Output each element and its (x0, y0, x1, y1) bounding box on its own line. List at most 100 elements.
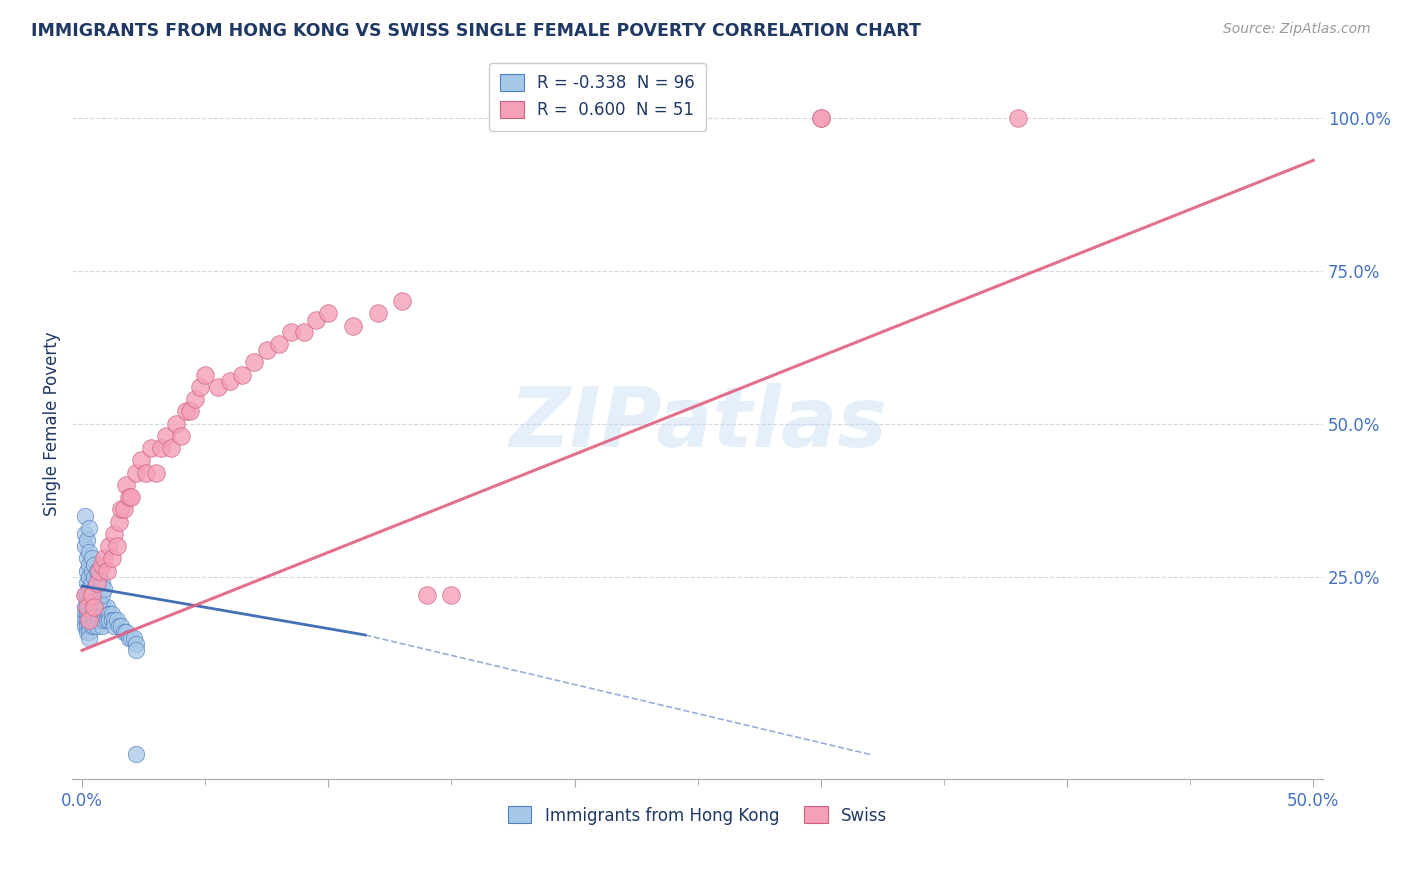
Point (73, 619, 96, 633)
Point (89, 600, 111, 615)
Legend: Immigrants from Hong Kong, Swiss: Immigrants from Hong Kong, Swiss (498, 797, 897, 835)
Point (90, 588, 112, 602)
Point (76, 588, 98, 602)
Point (86, 613, 108, 627)
Point (76, 600, 98, 615)
Point (86, 576, 108, 591)
Point (174, 404, 197, 418)
Point (73, 613, 96, 627)
Point (93, 600, 115, 615)
Point (79, 613, 101, 627)
Point (125, 637, 148, 651)
Point (86, 588, 108, 602)
Point (96, 613, 118, 627)
Point (188, 380, 211, 394)
Point (89, 594, 111, 608)
Point (125, 643, 148, 657)
Point (207, 380, 229, 394)
Point (155, 429, 177, 443)
Point (135, 466, 157, 480)
Point (83, 582, 105, 596)
Point (118, 490, 141, 504)
Point (79, 607, 101, 621)
Point (179, 404, 201, 418)
Point (80, 551, 103, 566)
Point (86, 600, 108, 615)
Point (267, 337, 290, 351)
Point (73, 607, 96, 621)
Point (83, 594, 105, 608)
Point (90, 607, 112, 621)
Point (98, 607, 121, 621)
Text: Source: ZipAtlas.com: Source: ZipAtlas.com (1223, 22, 1371, 37)
Y-axis label: Single Female Poverty: Single Female Poverty (44, 332, 60, 516)
Point (76, 576, 98, 591)
Point (115, 478, 138, 492)
Point (110, 502, 132, 516)
Point (79, 594, 101, 608)
Point (98, 539, 121, 553)
Point (79, 600, 101, 615)
Point (125, 747, 148, 762)
Point (76, 564, 98, 578)
Point (76, 600, 98, 615)
Point (83, 600, 105, 615)
Point (83, 558, 105, 572)
Point (125, 466, 148, 480)
Point (90, 613, 112, 627)
Point (110, 619, 132, 633)
Point (80, 619, 103, 633)
Point (86, 564, 108, 578)
Point (73, 588, 96, 602)
Point (86, 607, 108, 621)
Point (112, 502, 135, 516)
Point (416, 588, 439, 602)
Point (89, 594, 111, 608)
Point (98, 613, 121, 627)
Point (80, 594, 103, 608)
Point (103, 619, 125, 633)
Point (73, 600, 96, 615)
Point (80, 582, 103, 596)
Point (93, 582, 115, 596)
Point (89, 607, 111, 621)
Point (86, 594, 108, 608)
Point (108, 619, 131, 633)
Point (440, 588, 463, 602)
Point (96, 607, 118, 621)
Point (80, 613, 103, 627)
Point (73, 508, 96, 523)
Point (115, 624, 138, 639)
Point (96, 600, 118, 615)
Point (93, 607, 115, 621)
Point (79, 570, 101, 584)
Point (243, 355, 266, 369)
Point (112, 624, 135, 639)
Point (145, 466, 167, 480)
Point (305, 312, 328, 326)
Point (292, 325, 315, 339)
Point (76, 594, 98, 608)
Point (79, 588, 101, 602)
Point (810, 111, 832, 125)
Point (80, 564, 103, 578)
Point (73, 588, 96, 602)
Point (80, 588, 103, 602)
Point (231, 368, 253, 382)
Point (122, 631, 145, 645)
Point (76, 533, 98, 547)
Point (80, 576, 103, 591)
Point (83, 619, 105, 633)
Point (80, 600, 103, 615)
Point (103, 613, 125, 627)
Point (86, 576, 108, 591)
Point (100, 607, 122, 621)
Point (83, 600, 105, 615)
Point (76, 551, 98, 566)
Point (100, 551, 122, 566)
Point (79, 619, 101, 633)
Point (280, 325, 302, 339)
Point (118, 631, 141, 645)
Point (103, 527, 125, 541)
Point (83, 607, 105, 621)
